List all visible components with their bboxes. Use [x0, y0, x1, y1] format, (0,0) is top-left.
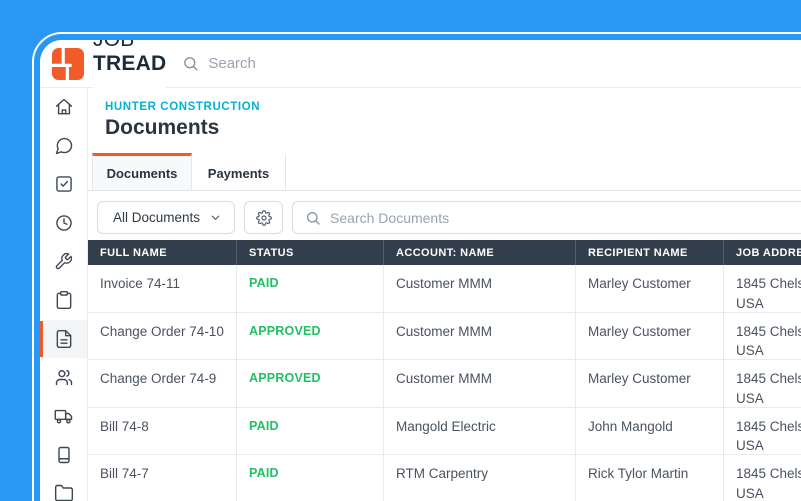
- sidebar-item-messages[interactable]: [40, 127, 87, 166]
- cell-full-name: Invoice 74-11: [100, 276, 181, 291]
- tab-bar: Documents Payments: [88, 153, 801, 191]
- sidebar-item-time[interactable]: [40, 204, 87, 243]
- document-filter-dropdown[interactable]: All Documents: [97, 201, 236, 234]
- app-window: JOBTREAD Search: [40, 40, 801, 501]
- column-header[interactable]: FULL NAME: [100, 246, 167, 259]
- document-icon: [56, 329, 71, 348]
- home-icon: [55, 99, 72, 115]
- chevron-down-icon: [211, 215, 220, 220]
- sidebar-item-documents[interactable]: [40, 319, 87, 359]
- sidebar-item-tasks[interactable]: [40, 165, 87, 204]
- cell-job-address: 1845 Chelsea USA: [723, 265, 801, 312]
- folder-icon: [54, 485, 73, 501]
- main-content: HUNTER CONSTRUCTION Documents Documents …: [88, 88, 801, 501]
- documents-search-placeholder: Search Documents: [330, 209, 450, 226]
- cell-full-name: Bill 74-7: [100, 466, 149, 482]
- clock-icon: [55, 215, 72, 231]
- tab-documents[interactable]: Documents: [92, 153, 192, 190]
- truck-icon: [54, 409, 72, 424]
- status-badge: PAID: [236, 407, 383, 455]
- sidebar-item-jobs[interactable]: [40, 242, 87, 281]
- status-badge: APPROVED: [236, 360, 383, 407]
- filter-toolbar: All Documents Search Documents: [88, 191, 801, 240]
- sidebar-item-catalog[interactable]: [40, 435, 87, 474]
- sidebar-nav: [40, 88, 88, 501]
- table-settings-button[interactable]: [244, 201, 284, 234]
- global-search[interactable]: Search: [182, 55, 256, 72]
- cell-recipient-name: Rick Tylor Martin: [575, 455, 723, 501]
- sidebar-item-vendors[interactable]: [40, 397, 87, 436]
- status-badge: PAID: [236, 455, 383, 501]
- table-body: Invoice 74-11 PAID Customer MMM Marley C…: [88, 265, 801, 501]
- document-filter-label: All Documents: [113, 210, 201, 225]
- column-header[interactable]: RECIPIENT NAME: [575, 240, 723, 265]
- cell-recipient-name: Marley Customer: [575, 265, 723, 312]
- column-header[interactable]: ACCOUNT: NAME: [383, 240, 575, 265]
- column-header[interactable]: JOB ADDRESS: [723, 240, 801, 265]
- table-row[interactable]: Change Order 74-10 APPROVED Customer MMM…: [88, 312, 801, 361]
- sidebar-item-files[interactable]: [40, 474, 87, 501]
- people-icon: [55, 370, 72, 386]
- cell-account-name: Customer MMM: [383, 312, 575, 360]
- search-icon: [184, 57, 198, 71]
- gear-icon: [255, 209, 272, 226]
- sidebar-item-estimates[interactable]: [40, 281, 87, 320]
- cell-full-name: Bill 74-8: [100, 418, 149, 434]
- page-title: Documents: [105, 116, 220, 139]
- column-header[interactable]: STATUS: [236, 240, 383, 265]
- table-row[interactable]: Change Order 74-9 APPROVED Customer MMM …: [88, 360, 801, 408]
- tab-payments[interactable]: Payments: [192, 153, 286, 190]
- status-badge: APPROVED: [236, 312, 383, 360]
- sidebar-item-home[interactable]: [40, 88, 87, 127]
- documents-table: FULL NAME STATUS ACCOUNT: NAME RECIPIENT NA…: [88, 240, 801, 501]
- wrench-icon: [55, 253, 73, 270]
- cell-account-name: Customer MMM: [383, 360, 575, 407]
- table-row[interactable]: Invoice 74-11 PAID Customer MMM Marley C…: [88, 265, 801, 313]
- cell-full-name: Change Order 74-9: [100, 371, 217, 387]
- cell-job-address: 1845 Chelsea USA: [723, 360, 801, 407]
- table-row[interactable]: Bill 74-7 PAID RTM Carpentry Rick Tylor …: [88, 455, 801, 501]
- cell-job-address: 1845 Chelsea USA: [723, 407, 801, 455]
- sidebar-item-customers[interactable]: [40, 358, 87, 397]
- cell-job-address: 1845 Chelsea USA: [723, 312, 801, 360]
- chat-bubble-icon: [55, 137, 72, 155]
- check-square-icon: [55, 176, 72, 193]
- top-bar: JOBTREAD Search: [40, 40, 801, 100]
- table-row[interactable]: Bill 74-8 PAID Mangold Electric John Man…: [88, 407, 801, 456]
- jobtread-logo-icon[interactable]: [52, 47, 84, 80]
- logo-word-job: JOB: [93, 40, 134, 51]
- cell-full-name: Change Order 74-10: [100, 323, 224, 339]
- cell-account-name: RTM Carpentry: [383, 455, 575, 501]
- cell-recipient-name: Marley Customer: [575, 312, 723, 360]
- cell-job-address: 1845 Chelsea USA: [723, 455, 801, 501]
- company-name-link[interactable]: HUNTER CONSTRUCTION: [105, 101, 261, 113]
- search-icon: [307, 211, 320, 225]
- cell-account-name: Mangold Electric: [383, 407, 575, 455]
- status-badge: PAID: [236, 265, 383, 312]
- cell-recipient-name: Marley Customer: [575, 360, 723, 407]
- table-header-row: FULL NAME STATUS ACCOUNT: NAME RECIPIENT NA…: [88, 240, 801, 265]
- book-icon: [57, 446, 70, 463]
- clipboard-icon: [56, 291, 71, 310]
- documents-search-input[interactable]: Search Documents: [292, 201, 801, 234]
- cell-recipient-name: John Mangold: [575, 407, 723, 455]
- global-search-placeholder: Search: [208, 55, 256, 72]
- cell-account-name: Customer MMM: [383, 265, 575, 312]
